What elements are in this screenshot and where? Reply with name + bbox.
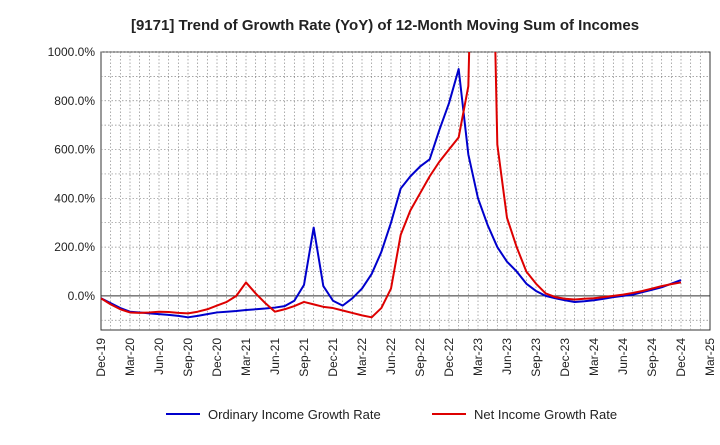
x-tick-label: Dec-20 bbox=[210, 338, 224, 377]
x-tick-label: Mar-25 bbox=[703, 338, 717, 376]
x-tick-label: Mar-20 bbox=[123, 338, 137, 376]
y-tick-label: 0.0% bbox=[68, 289, 96, 303]
x-tick-label: Jun-24 bbox=[616, 338, 630, 375]
y-tick-label: 800.0% bbox=[54, 94, 95, 108]
y-tick-label: 1000.0% bbox=[48, 45, 96, 59]
x-tick-label: Jun-20 bbox=[152, 338, 166, 375]
x-tick-label: Mar-24 bbox=[587, 338, 601, 376]
plot-frame bbox=[100, 51, 711, 331]
legend-label: Net Income Growth Rate bbox=[474, 407, 617, 422]
x-tick-label: Jun-22 bbox=[384, 338, 398, 375]
y-tick-label: 400.0% bbox=[54, 191, 95, 205]
x-tick-label: Sep-20 bbox=[181, 338, 195, 377]
legend-label: Ordinary Income Growth Rate bbox=[208, 407, 381, 422]
chart-title: [9171] Trend of Growth Rate (YoY) of 12-… bbox=[131, 17, 639, 34]
x-tick-label: Sep-24 bbox=[645, 338, 659, 377]
axis-layer: 0.0% 200.0% 400.0% 600.0% 800.0% 1000.0% Dec-1… bbox=[48, 45, 717, 377]
x-tick-label: Dec-23 bbox=[558, 338, 572, 377]
x-tick-label: Dec-19 bbox=[94, 338, 108, 377]
x-tick-label: Dec-24 bbox=[674, 338, 688, 377]
x-tick-label: Dec-22 bbox=[442, 338, 456, 377]
y-tick-label: 200.0% bbox=[54, 240, 95, 254]
y-tick-label: 600.0% bbox=[54, 143, 95, 157]
legend: Ordinary Income Growth Rate Net Income Gr… bbox=[166, 407, 617, 422]
x-tick-label: Mar-21 bbox=[239, 338, 253, 376]
series-line-ordinary-income bbox=[101, 68, 682, 319]
x-tick-label: Jun-23 bbox=[500, 338, 514, 375]
x-tick-label: Sep-23 bbox=[529, 338, 543, 377]
x-tick-label: Mar-23 bbox=[471, 338, 485, 376]
x-tick-label: Sep-21 bbox=[297, 338, 311, 377]
series-layer bbox=[101, 52, 682, 319]
x-tick-label: Sep-22 bbox=[413, 338, 427, 377]
x-tick-label: Mar-22 bbox=[355, 338, 369, 376]
grid-layer bbox=[100, 51, 711, 331]
series-line-net-income bbox=[101, 52, 682, 319]
x-tick-label: Jun-21 bbox=[268, 338, 282, 375]
x-tick-label: Dec-21 bbox=[326, 338, 340, 377]
